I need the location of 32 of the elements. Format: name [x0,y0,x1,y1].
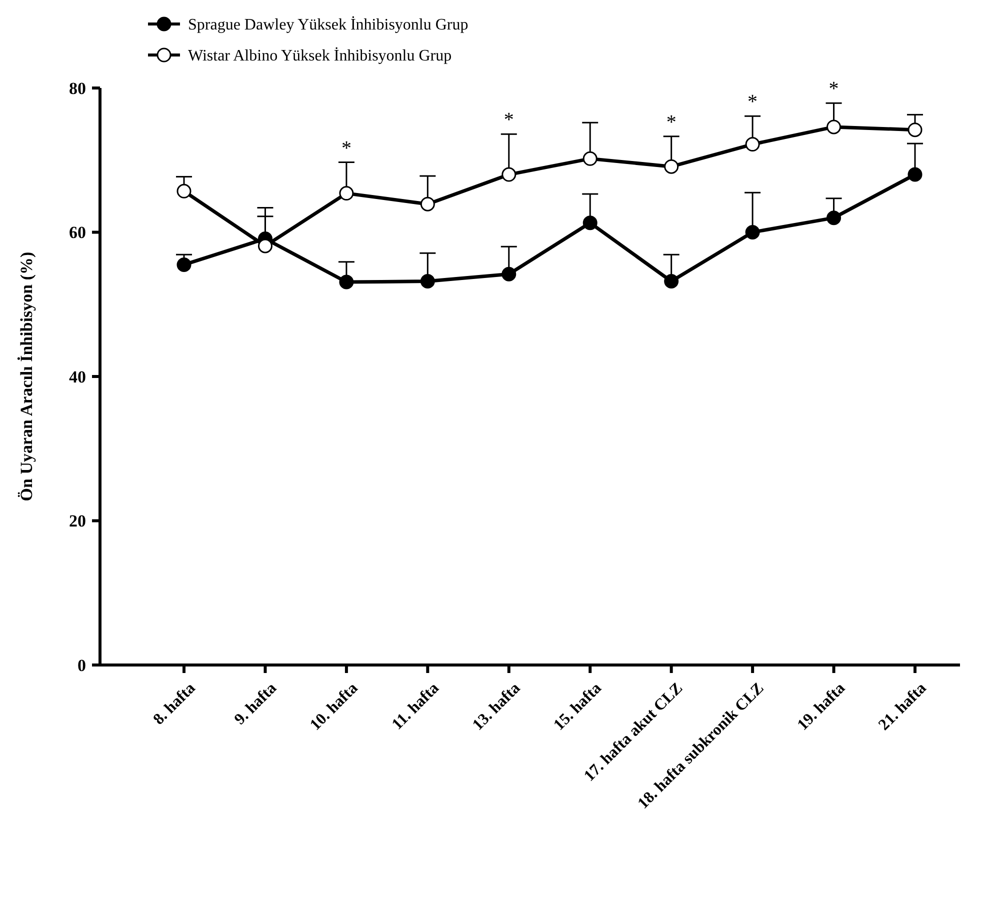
annotation: * [748,91,758,114]
point [502,266,516,282]
point [176,257,192,272]
point [908,167,922,182]
y-tick-label: 20 [69,512,86,531]
annotation: * [504,109,514,132]
point [582,151,598,166]
point [745,225,760,240]
point [420,274,435,289]
annotation: * [666,111,676,134]
point [664,159,679,174]
legend-label: Sprague Dawley Yüksek İnhibisyonlu Grup [188,16,468,34]
annotation: * [828,78,839,100]
y-tick-label: 0 [78,656,86,675]
y-tick-label: 60 [69,223,86,242]
point [339,186,354,201]
point [176,184,192,198]
point [258,238,272,254]
y-tick-label: 80 [69,78,86,98]
point [582,216,598,230]
point [745,137,760,152]
point [826,120,842,134]
point [339,274,354,290]
point [502,167,516,182]
y-axis-title: Ön Uyaran Aracılı İnhibisyon (%) [16,252,36,502]
annotation: * [341,137,352,160]
point [664,274,679,289]
y-tick-label: 40 [69,367,86,386]
legend-label: Wistar Albino Yüksek İnhibisyonlu Grup [188,46,452,65]
point [826,210,842,226]
point [420,196,435,212]
point [908,122,922,138]
